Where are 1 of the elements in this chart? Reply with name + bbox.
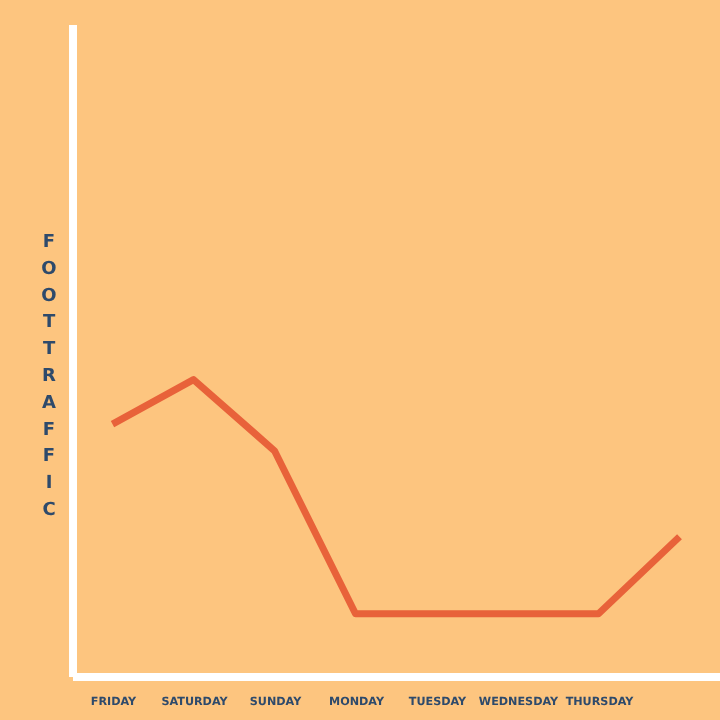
text: FOOT TRAFFIC xyxy=(41,233,57,521)
